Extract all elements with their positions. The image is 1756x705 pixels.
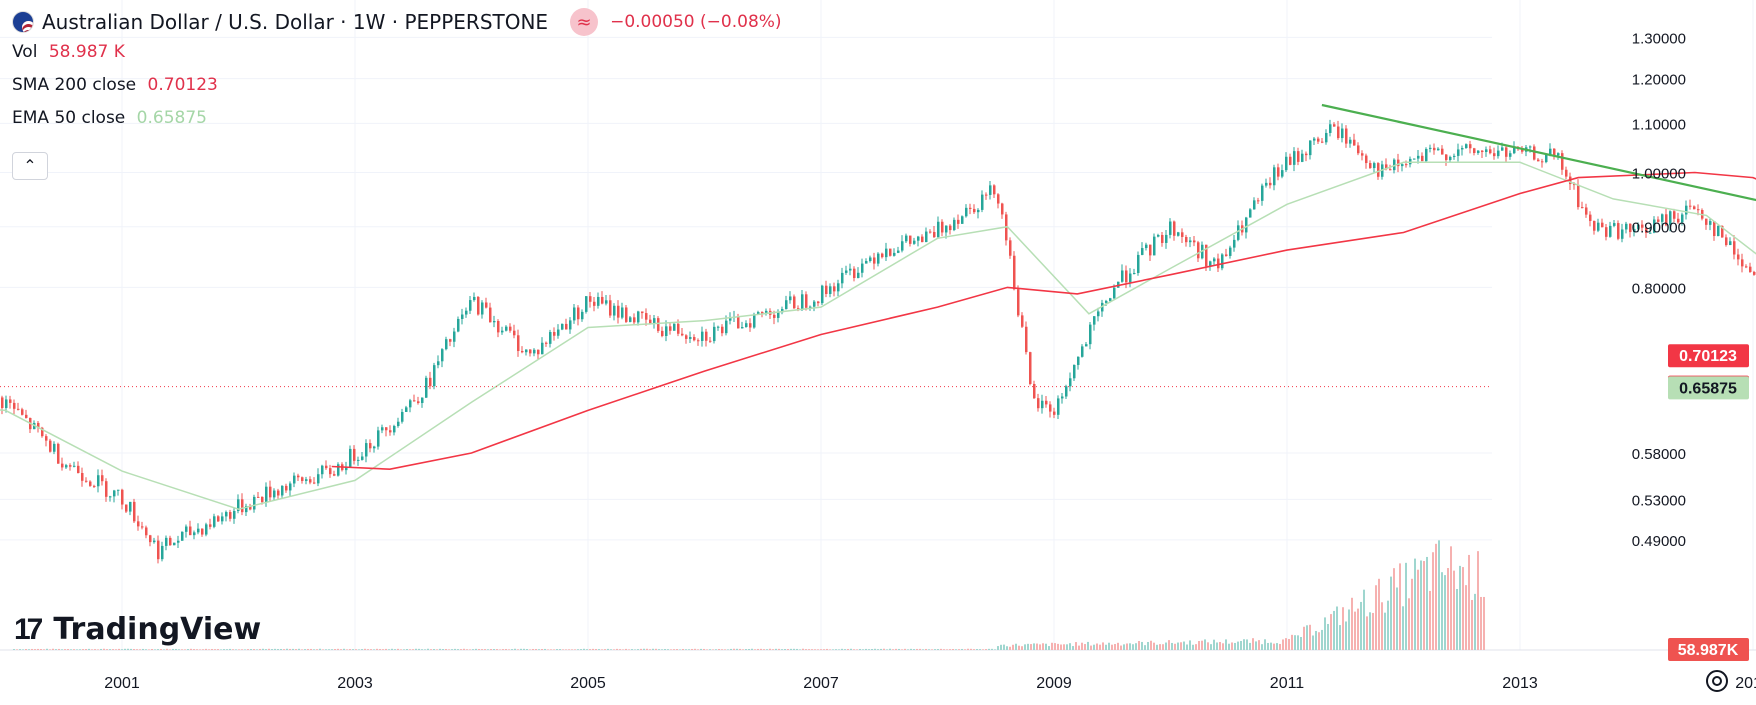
time-tick-label: 2007 [803, 675, 839, 692]
price-tick-label: 1.10000 [1632, 116, 1686, 133]
candles [1, 119, 1756, 564]
price-tick-label: 1.30000 [1632, 30, 1686, 47]
tv-mark-icon: 17 [14, 612, 43, 646]
ema-50-line [0, 161, 1756, 510]
price-tick-label: 0.53000 [1632, 492, 1686, 509]
aud-usd-flag-icon [12, 11, 34, 33]
chart-legend-title[interactable]: Australian Dollar / U.S. Dollar · 1W · P… [12, 8, 782, 36]
time-tick-label: 2011 [1270, 675, 1305, 692]
time-tick-label: 2013 [1502, 675, 1538, 692]
price-tick-label: 0.80000 [1632, 280, 1686, 297]
symbol-title: Australian Dollar / U.S. Dollar · 1W · P… [42, 10, 549, 34]
legend-sma[interactable]: SMA 200 close 0.70123 [12, 75, 218, 95]
sma-200-tag [1668, 344, 1749, 368]
time-tick-label: 2003 [337, 675, 373, 692]
time-axis: 1999200120032005200720092011201320152017… [104, 675, 1756, 692]
sma-200-label: 0.70123 [1679, 348, 1737, 365]
sma-label: SMA 200 close [12, 75, 137, 95]
price-tick-label: 0.49000 [1632, 533, 1686, 550]
settings-gear-icon[interactable] [1706, 670, 1728, 692]
volume-label: 58.987K [1678, 642, 1739, 659]
tradingview-logo-text: TradingView [53, 612, 262, 647]
volume-bars [13, 540, 1485, 650]
vol-label: Vol [12, 42, 38, 62]
vol-value: 58.987 K [48, 42, 125, 62]
collapse-legend-button[interactable]: ⌃ [12, 152, 48, 180]
sma-value: 0.70123 [147, 75, 218, 95]
time-tick-label: 2001 [104, 675, 140, 692]
price-tick-label: 0.58000 [1632, 446, 1686, 463]
price-axis: 1.30000 1.20000 1.10000 1.00000 0.90000 0.800… [1632, 30, 1686, 549]
time-tick-label: 2015 [1735, 675, 1756, 692]
ema-label: EMA 50 close [12, 108, 126, 128]
price-tick-label: 0.90000 [1632, 220, 1686, 237]
volume-tag [1668, 638, 1749, 661]
legend-vol[interactable]: Vol 58.987 K [12, 42, 125, 62]
chevron-up-icon: ⌃ [23, 158, 37, 175]
price-change: −0.00050 (−0.08%) [610, 12, 782, 32]
ema-50-tag [1668, 376, 1749, 400]
tradingview-logo[interactable]: 17 TradingView [14, 612, 261, 647]
price-tick-label: 1.20000 [1632, 72, 1686, 89]
time-tick-label: 2009 [1036, 675, 1072, 692]
legend-ema[interactable]: EMA 50 close 0.65875 [12, 108, 207, 128]
ema-50-label: 0.65875 [1679, 380, 1737, 397]
ema-value: 0.65875 [136, 108, 207, 128]
sma-200-line [331, 171, 1756, 471]
approx-wave-icon[interactable]: ≈ [570, 8, 599, 36]
time-tick-label: 2005 [570, 675, 606, 692]
price-tick-label: 1.00000 [1632, 165, 1686, 182]
trendline [1321, 103, 1756, 202]
